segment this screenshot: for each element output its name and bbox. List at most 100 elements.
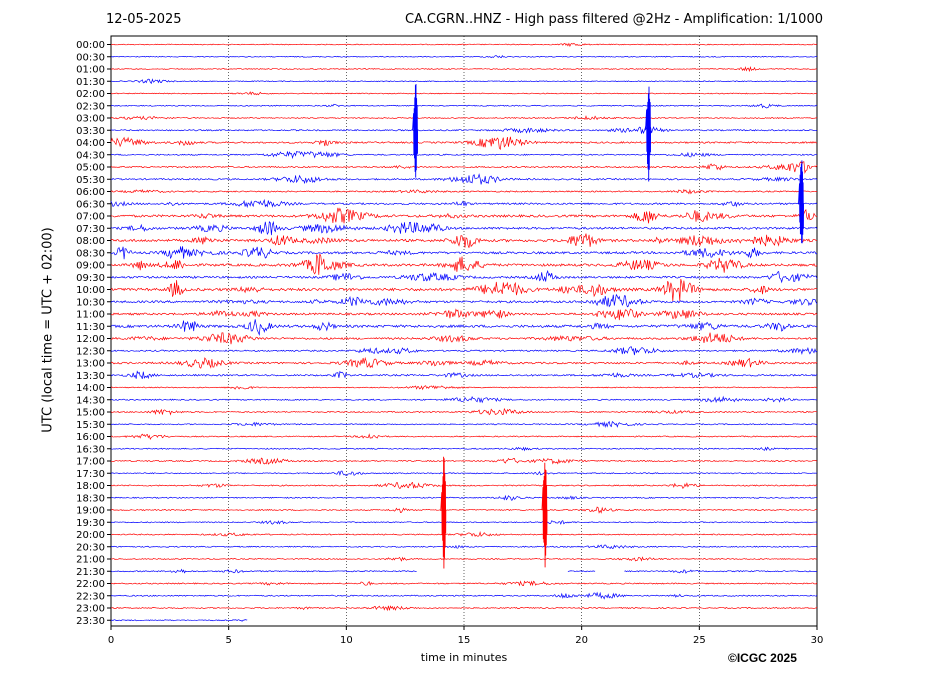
trace-0830 bbox=[110, 246, 818, 260]
date-label: 12-05-2025 bbox=[106, 12, 182, 27]
trace-1800 bbox=[110, 481, 818, 489]
trace-0530 bbox=[110, 173, 818, 185]
y-tick-label: 09:30 bbox=[76, 273, 105, 284]
y-tick-label: 22:30 bbox=[76, 591, 105, 602]
trace-1700 bbox=[110, 457, 818, 465]
trace-2000 bbox=[110, 531, 818, 537]
y-tick-label: 23:00 bbox=[76, 604, 105, 615]
trace-0030 bbox=[110, 55, 818, 59]
y-tick-label: 17:30 bbox=[76, 469, 105, 480]
y-tick-label: 07:30 bbox=[76, 224, 105, 235]
trace-1900 bbox=[110, 506, 817, 514]
y-tick-label: 11:00 bbox=[76, 310, 105, 321]
trace-1400 bbox=[110, 385, 818, 391]
y-tick-label: 15:30 bbox=[76, 420, 105, 431]
y-tick-label: 03:30 bbox=[76, 126, 105, 137]
y-tick-label: 21:00 bbox=[76, 555, 105, 566]
y-tick-label: 09:00 bbox=[76, 261, 105, 272]
trace-1300 bbox=[110, 356, 818, 369]
x-tick-label: 5 bbox=[225, 635, 231, 646]
trace-0930 bbox=[110, 269, 818, 284]
trace-1000 bbox=[110, 278, 818, 302]
trace-1600 bbox=[110, 433, 818, 440]
chart-title: CA.CGRN..HNZ - High pass filtered @2Hz -… bbox=[405, 12, 823, 27]
y-tick-label: 16:00 bbox=[76, 432, 105, 443]
y-tick-label: 17:00 bbox=[76, 457, 105, 468]
trace-1030 bbox=[110, 293, 818, 308]
y-tick-label: 11:30 bbox=[76, 322, 105, 333]
trace-1230 bbox=[110, 346, 818, 356]
trace-0600 bbox=[110, 188, 818, 195]
y-tick-label: 03:00 bbox=[76, 114, 105, 125]
trace-1430 bbox=[110, 395, 818, 404]
y-tick-label: 10:00 bbox=[76, 285, 105, 296]
trace-1930 bbox=[110, 520, 818, 525]
trace-0230 bbox=[110, 103, 818, 109]
y-tick-label: 16:30 bbox=[76, 444, 105, 455]
x-tick-label: 20 bbox=[575, 635, 588, 646]
y-tick-label: 23:30 bbox=[76, 616, 105, 627]
y-tick-label: 01:00 bbox=[76, 65, 105, 76]
y-tick-label: 08:30 bbox=[76, 248, 105, 259]
y-tick-label: 02:00 bbox=[76, 89, 105, 100]
y-tick-label: 18:00 bbox=[76, 481, 105, 492]
y-tick-label: 08:00 bbox=[76, 236, 105, 247]
y-tick-label: 06:00 bbox=[76, 187, 105, 198]
trace-2200 bbox=[110, 580, 818, 587]
y-axis-label: UTC (local time = UTC + 02:00) bbox=[40, 227, 56, 433]
y-tick-label: 13:30 bbox=[76, 371, 105, 382]
y-tick-label: 19:30 bbox=[76, 518, 105, 529]
trace-0400 bbox=[110, 136, 818, 151]
y-tick-label: 02:30 bbox=[76, 101, 105, 112]
y-tick-label: 12:30 bbox=[76, 346, 105, 357]
trace-0800 bbox=[110, 233, 818, 248]
y-tick-label: 19:00 bbox=[76, 506, 105, 517]
event-spike bbox=[798, 160, 804, 244]
x-axis-label: time in minutes bbox=[420, 651, 508, 664]
y-tick-label: 15:00 bbox=[76, 408, 105, 419]
event-spike bbox=[645, 86, 652, 182]
trace-1100 bbox=[110, 308, 818, 321]
y-tick-label: 13:00 bbox=[76, 359, 105, 370]
y-tick-label: 18:30 bbox=[76, 493, 105, 504]
y-tick-label: 04:00 bbox=[76, 138, 105, 149]
trace-0130 bbox=[110, 78, 818, 85]
trace-1130 bbox=[110, 319, 818, 337]
trace-2130 bbox=[110, 568, 818, 574]
y-tick-label: 05:00 bbox=[76, 163, 105, 174]
trace-2230 bbox=[110, 591, 818, 600]
trace-0730 bbox=[110, 220, 818, 236]
y-tick-label: 00:00 bbox=[76, 40, 105, 51]
y-tick-label: 12:00 bbox=[76, 334, 105, 345]
trace-0200 bbox=[110, 91, 818, 96]
y-tick-label: 14:00 bbox=[76, 383, 105, 394]
trace-1630 bbox=[110, 446, 818, 452]
trace-1830 bbox=[110, 494, 818, 501]
trace-2100 bbox=[110, 556, 818, 562]
trace-1330 bbox=[110, 370, 818, 380]
x-tick-label: 30 bbox=[811, 635, 824, 646]
trace-0700 bbox=[110, 207, 818, 224]
trace-2330 bbox=[110, 619, 248, 622]
y-tick-label: 05:30 bbox=[76, 175, 105, 186]
copyright-label: ©ICGC 2025 bbox=[728, 651, 797, 665]
trace-1200 bbox=[110, 332, 818, 345]
event-spike bbox=[412, 83, 419, 178]
y-tick-label: 22:00 bbox=[76, 579, 105, 590]
x-tick-label: 0 bbox=[108, 635, 114, 646]
trace-0000 bbox=[110, 42, 818, 48]
y-tick-label: 07:00 bbox=[76, 212, 105, 223]
y-tick-label: 10:30 bbox=[76, 297, 105, 308]
y-tick-label: 06:30 bbox=[76, 199, 105, 210]
y-tick-label: 04:30 bbox=[76, 150, 105, 161]
event-spike bbox=[541, 462, 548, 568]
y-tick-label: 21:30 bbox=[76, 567, 105, 578]
event-spike bbox=[440, 456, 447, 569]
trace-1730 bbox=[110, 470, 818, 477]
trace-0330 bbox=[110, 126, 818, 135]
y-tick-label: 00:30 bbox=[76, 52, 105, 63]
x-tick-label: 15 bbox=[458, 635, 471, 646]
y-tick-label: 01:30 bbox=[76, 77, 105, 88]
trace-2030 bbox=[110, 544, 818, 549]
